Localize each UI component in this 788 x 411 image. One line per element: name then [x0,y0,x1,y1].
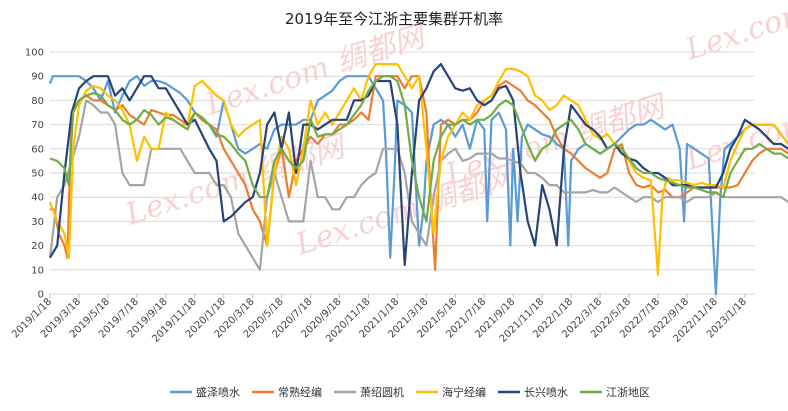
legend-label: 江浙地区 [606,386,650,399]
y-tick-label: 40 [31,193,44,204]
y-tick-label: 50 [31,169,44,180]
y-tick-label: 10 [31,265,44,276]
legend-label: 长兴喷水 [524,386,568,399]
y-tick-label: 20 [31,241,44,252]
y-axis: 0 10 20 30 40 50 60 70 80 90 100 [25,48,44,301]
series-line [49,62,788,267]
legend-label: 海宁经编 [442,385,486,399]
y-tick-label: 30 [31,217,44,228]
series-line [48,99,788,271]
legend-label: 萧绍圆机 [360,385,404,399]
y-tick-label: 100 [25,48,44,59]
legend: 盛泽喷水 常熟经编 萧绍圆机 海宁经编 长兴喷水 江浙地区 [170,385,650,399]
series-line [49,75,788,223]
y-tick-label: 80 [31,96,44,107]
y-tick-label: 90 [31,72,44,83]
legend-label: 常熟经编 [278,385,322,399]
y-tick-label: 60 [31,144,44,155]
y-tick-label: 0 [38,290,44,301]
legend-label: 盛泽喷水 [196,385,240,399]
y-tick-label: 70 [31,120,44,131]
chart-title: 2019年至今江浙主要集群开机率 [285,10,503,28]
series-group [48,62,788,296]
